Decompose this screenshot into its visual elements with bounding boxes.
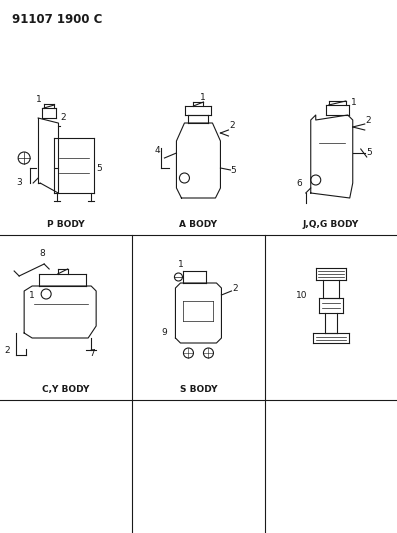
Text: 1: 1 (200, 93, 206, 102)
Text: 3: 3 (16, 178, 22, 187)
Text: 5: 5 (367, 148, 372, 157)
Text: 9: 9 (162, 328, 167, 337)
Text: C,Y BODY: C,Y BODY (42, 385, 90, 394)
Text: A BODY: A BODY (179, 220, 218, 229)
Text: 10: 10 (296, 291, 307, 300)
Text: 1: 1 (178, 260, 184, 269)
Text: 1: 1 (36, 95, 42, 104)
Text: 91107 1900 C: 91107 1900 C (12, 13, 102, 26)
Text: 2: 2 (233, 284, 238, 293)
Text: 6: 6 (297, 179, 303, 188)
Text: 5: 5 (96, 164, 102, 173)
Text: 4: 4 (154, 146, 160, 155)
Text: 8: 8 (39, 249, 45, 258)
Text: J,Q,G BODY: J,Q,G BODY (303, 220, 359, 229)
Text: 1: 1 (29, 291, 35, 300)
Text: 1: 1 (351, 98, 357, 107)
Text: 2: 2 (229, 121, 235, 130)
Text: S BODY: S BODY (180, 385, 217, 394)
Text: 7: 7 (89, 349, 95, 358)
Text: P BODY: P BODY (47, 220, 85, 229)
Text: 5: 5 (230, 166, 236, 175)
Text: 2: 2 (366, 116, 371, 125)
Text: 2: 2 (4, 346, 10, 355)
Text: 2: 2 (60, 113, 66, 122)
